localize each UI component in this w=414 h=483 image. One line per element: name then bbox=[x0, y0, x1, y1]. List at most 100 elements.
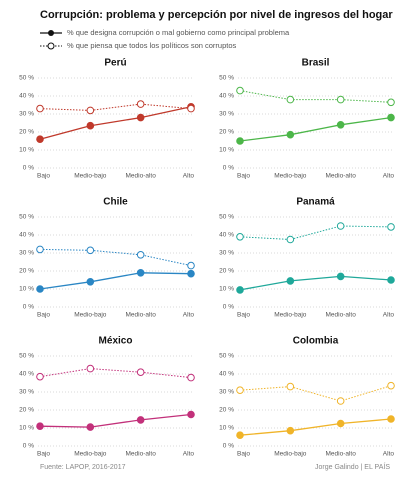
y-tick-label: 50 % bbox=[19, 353, 34, 360]
x-tick-label: Medio-bajo bbox=[274, 312, 307, 319]
y-tick-label: 10 % bbox=[219, 147, 234, 154]
y-tick-label: 10 % bbox=[19, 425, 34, 432]
y-tick-label: 40 % bbox=[219, 93, 234, 100]
point bbox=[36, 285, 44, 293]
point bbox=[36, 422, 44, 431]
point bbox=[387, 113, 395, 122]
x-tick-label: Bajo bbox=[237, 173, 250, 180]
x-tick-label: Alto bbox=[183, 312, 195, 319]
y-tick-label: 0 % bbox=[23, 165, 34, 172]
point bbox=[286, 235, 295, 244]
point bbox=[136, 100, 145, 108]
y-tick-label: 30 % bbox=[219, 111, 234, 118]
series-line bbox=[39, 103, 192, 111]
point bbox=[236, 233, 244, 241]
point bbox=[187, 269, 195, 278]
legend-marker bbox=[48, 30, 54, 36]
x-tick-label: Alto bbox=[383, 312, 395, 319]
point bbox=[387, 223, 395, 231]
y-tick-label: 50 % bbox=[219, 75, 234, 82]
x-tick-label: Medio-bajo bbox=[274, 173, 307, 180]
point bbox=[286, 382, 295, 391]
x-tick-label: Bajo bbox=[237, 312, 250, 319]
panel-title: Panamá bbox=[296, 197, 335, 208]
point bbox=[136, 113, 145, 122]
x-tick-label: Bajo bbox=[37, 312, 50, 319]
y-tick-label: 10 % bbox=[19, 147, 34, 154]
point bbox=[86, 246, 95, 255]
point bbox=[187, 104, 195, 113]
y-tick-label: 30 % bbox=[19, 111, 34, 118]
point bbox=[387, 276, 395, 284]
point bbox=[86, 278, 95, 286]
x-tick-label: Bajo bbox=[237, 451, 250, 458]
point bbox=[187, 373, 195, 382]
series-line bbox=[239, 418, 392, 436]
point bbox=[86, 364, 95, 373]
point bbox=[286, 95, 295, 104]
point bbox=[236, 86, 244, 95]
y-tick-label: 20 % bbox=[19, 268, 34, 275]
series-line bbox=[239, 225, 392, 241]
point bbox=[336, 222, 345, 230]
point bbox=[187, 261, 195, 270]
x-tick-label: Medio-bajo bbox=[74, 451, 107, 458]
series-line bbox=[39, 368, 192, 379]
y-tick-label: 50 % bbox=[219, 214, 234, 221]
chart-title: Corrupción: problema y percepción por ni… bbox=[40, 9, 393, 21]
y-tick-label: 50 % bbox=[19, 75, 34, 82]
point bbox=[136, 251, 145, 259]
series-line bbox=[239, 90, 392, 103]
x-tick-label: Bajo bbox=[37, 173, 50, 180]
series-line bbox=[39, 413, 192, 428]
x-tick-label: Medio-bajo bbox=[74, 312, 107, 319]
x-tick-label: Medio-alto bbox=[325, 451, 356, 458]
y-tick-label: 10 % bbox=[19, 286, 34, 293]
point bbox=[336, 397, 345, 405]
y-tick-label: 30 % bbox=[19, 389, 34, 396]
y-tick-label: 50 % bbox=[19, 214, 34, 221]
y-tick-label: 30 % bbox=[219, 250, 234, 257]
point bbox=[387, 98, 395, 107]
x-tick-label: Medio-alto bbox=[125, 451, 156, 458]
y-tick-label: 40 % bbox=[219, 232, 234, 239]
point bbox=[136, 368, 145, 377]
point bbox=[336, 121, 345, 129]
point bbox=[286, 426, 295, 435]
y-tick-label: 40 % bbox=[19, 232, 34, 239]
y-tick-label: 0 % bbox=[223, 443, 234, 450]
y-tick-label: 30 % bbox=[219, 389, 234, 396]
point bbox=[36, 372, 44, 381]
point bbox=[336, 419, 345, 428]
y-tick-label: 0 % bbox=[223, 165, 234, 172]
x-tick-label: Alto bbox=[383, 173, 395, 180]
x-tick-label: Alto bbox=[383, 451, 395, 458]
y-tick-label: 20 % bbox=[19, 407, 34, 414]
x-tick-label: Bajo bbox=[37, 451, 50, 458]
point bbox=[286, 130, 295, 139]
point bbox=[36, 245, 44, 254]
series-line bbox=[39, 106, 192, 140]
y-tick-label: 40 % bbox=[19, 93, 34, 100]
y-tick-label: 30 % bbox=[19, 250, 34, 257]
series-line bbox=[239, 116, 392, 142]
series-line bbox=[39, 248, 192, 267]
point bbox=[236, 431, 244, 440]
y-tick-label: 10 % bbox=[219, 286, 234, 293]
y-tick-label: 20 % bbox=[19, 129, 34, 136]
y-tick-label: 40 % bbox=[19, 371, 34, 378]
x-tick-label: Medio-alto bbox=[125, 312, 156, 319]
y-tick-label: 10 % bbox=[219, 425, 234, 432]
series-line bbox=[39, 272, 192, 290]
point bbox=[36, 104, 44, 113]
panel-title: Perú bbox=[104, 58, 126, 69]
point bbox=[187, 410, 195, 419]
series-line bbox=[239, 275, 392, 291]
panel-title: Chile bbox=[103, 197, 128, 208]
x-tick-label: Alto bbox=[183, 451, 195, 458]
legend-label: % que piensa que todos los políticos son… bbox=[67, 41, 237, 50]
y-tick-label: 0 % bbox=[23, 304, 34, 311]
point bbox=[86, 121, 95, 130]
x-tick-label: Medio-alto bbox=[325, 173, 356, 180]
point bbox=[387, 381, 395, 390]
